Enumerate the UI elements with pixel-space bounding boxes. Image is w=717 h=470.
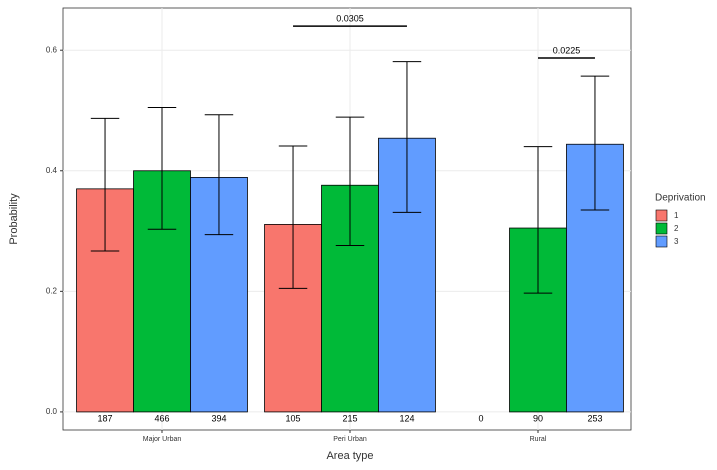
- x-tick-label: Major Urban: [143, 436, 182, 443]
- count-label: 215: [342, 413, 357, 423]
- x-axis-title: Area type: [326, 450, 373, 462]
- y-tick-label: 0.6: [46, 45, 58, 54]
- legend-key: [655, 222, 668, 235]
- legend-label: 3: [674, 237, 679, 246]
- y-tick-label: 0.2: [46, 286, 58, 295]
- count-label: 0: [479, 413, 484, 423]
- legend-key: [655, 235, 668, 248]
- legend-label: 2: [674, 224, 679, 233]
- significance-label: 0.0225: [553, 45, 581, 55]
- count-label: 124: [399, 413, 414, 423]
- legend-title: Deprivation: [655, 193, 706, 204]
- significance-label: 0.0305: [336, 13, 364, 23]
- legend-key: [655, 209, 668, 222]
- y-axis-title: Probability: [8, 193, 20, 245]
- x-tick-label: Rural: [530, 436, 547, 443]
- count-label: 394: [211, 413, 226, 423]
- y-tick-label: 0.4: [46, 166, 58, 175]
- count-label: 187: [98, 413, 113, 423]
- count-label: 90: [533, 413, 543, 423]
- legend-label: 1: [674, 211, 679, 220]
- count-label: 253: [587, 413, 602, 423]
- count-label: 105: [286, 413, 301, 423]
- count-label: 466: [154, 413, 169, 423]
- y-tick-label: 0.0: [46, 407, 58, 416]
- x-tick-label: Peri Urban: [333, 436, 367, 443]
